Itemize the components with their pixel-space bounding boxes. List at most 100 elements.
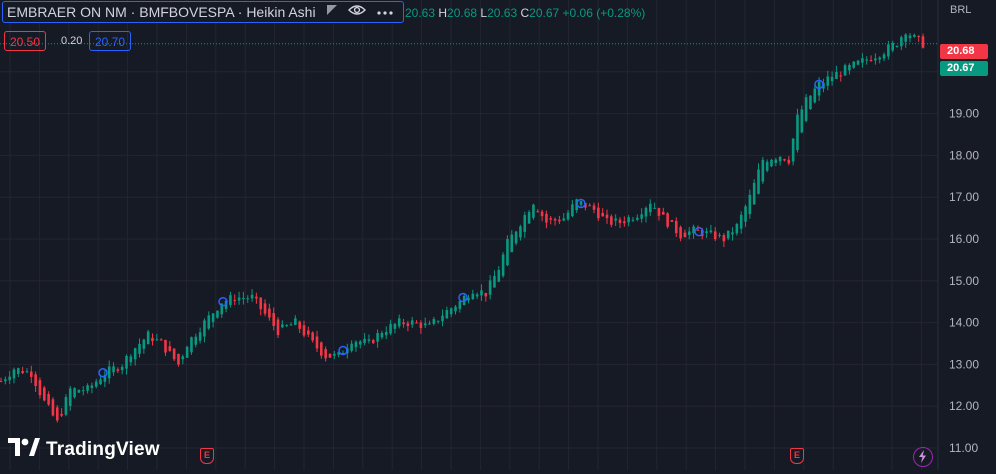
candle-body [882,54,886,59]
candle-body [917,35,920,37]
candle-body [302,325,306,336]
candle-body [242,297,245,300]
currency-label[interactable]: BRL [950,4,972,16]
symbol-legend[interactable]: EMBRAER ON NM · BMFBOVESPA · Heikin Ashi [2,1,404,23]
more-icon[interactable] [376,3,394,21]
symbol-title[interactable]: EMBRAER ON NM · BMFBOVESPA · Heikin Ashi [7,4,316,20]
candle-body [307,330,310,335]
candle-body [129,356,133,363]
last-price-tag: 20.67 [940,61,988,76]
candle-body [748,194,752,215]
price-tick-label: 13.00 [949,357,979,371]
candle-body [34,374,37,387]
candle-body [726,230,730,239]
price-axis[interactable]: 11.00 12.00 13.00 14.00 15.00 16.00 17.00 18.00… [949,65,979,455]
candle-body [579,201,583,205]
earnings-marker[interactable]: E [200,448,214,464]
candle-body [610,216,613,225]
candle-body [601,212,604,217]
candle-body [791,138,795,162]
eye-icon[interactable] [347,3,366,21]
signal-marker[interactable] [458,292,468,303]
candle-body [830,76,834,82]
candle-body [432,319,436,324]
candle-body [705,231,708,234]
candle-body [12,369,16,379]
candle-body [458,301,462,309]
candle-body [164,339,167,353]
signal-marker[interactable] [814,79,824,90]
candle-body [159,339,163,341]
candle-body [55,407,59,421]
candle-body [8,376,11,381]
candle-body [540,211,544,217]
candle-body [484,292,488,297]
high-value: 20.68 [447,6,478,20]
candle-body [281,324,284,328]
candle-body [722,235,726,242]
signal-marker[interactable] [338,345,348,356]
indicator-markers [98,79,824,378]
buy-button[interactable]: 20.70 [89,31,132,51]
candle-body [506,239,509,266]
candle-body [30,371,33,377]
candle-body [869,59,873,61]
low-value: 20.63 [487,6,518,20]
candle-body [94,381,98,387]
candle-body [692,226,695,234]
candle-body [207,315,211,329]
candle-body [116,369,120,371]
change-value: +0.06 (+0.28%) [562,6,646,20]
candle-body [588,205,591,207]
tradingview-logo[interactable]: TradingView [8,438,160,461]
candle-body [488,280,492,295]
candle-body [146,331,150,345]
low-label: L [480,6,488,20]
candle-body [142,339,146,349]
candle-body [324,349,327,359]
candle-body [908,35,912,39]
candle-body [813,88,817,103]
candle-body [835,71,838,80]
candle-body [311,332,314,341]
signal-marker[interactable] [98,368,108,378]
flag-icon[interactable] [326,3,338,21]
signal-marker[interactable] [576,198,586,209]
candle-body [320,342,323,356]
candle-body [848,64,851,71]
candle-body [713,231,717,240]
sell-button[interactable]: 20.50 [4,31,47,51]
candle-body [81,390,85,392]
candle-body [718,234,721,236]
candle-body [289,324,293,326]
candle-body [376,333,379,342]
candle-body [428,323,431,325]
signal-marker[interactable] [694,226,704,237]
close-value: 20.67 [529,6,560,20]
flash-icon[interactable] [913,447,933,467]
candle-body [778,156,782,162]
candle-body [549,218,553,220]
candle-body [839,75,843,77]
candle-body [410,320,414,325]
candle-body [415,322,418,324]
candle-body [614,218,617,221]
candle-body [514,231,518,244]
candle-body [644,207,648,217]
candle-body [21,371,24,374]
candle-body [38,380,42,396]
candle-body [198,332,202,341]
candle-body [333,353,336,356]
candle-body [804,97,808,121]
candle-body [315,336,319,349]
candle-body [709,230,713,233]
candle-body [661,211,665,215]
earnings-marker[interactable]: E [790,448,804,464]
candle-body [172,348,176,360]
candle-body [397,318,401,327]
candle-body [657,207,661,216]
candle-body [250,294,254,299]
signal-marker[interactable] [218,296,228,307]
price-tick-label: 11.00 [949,441,978,455]
